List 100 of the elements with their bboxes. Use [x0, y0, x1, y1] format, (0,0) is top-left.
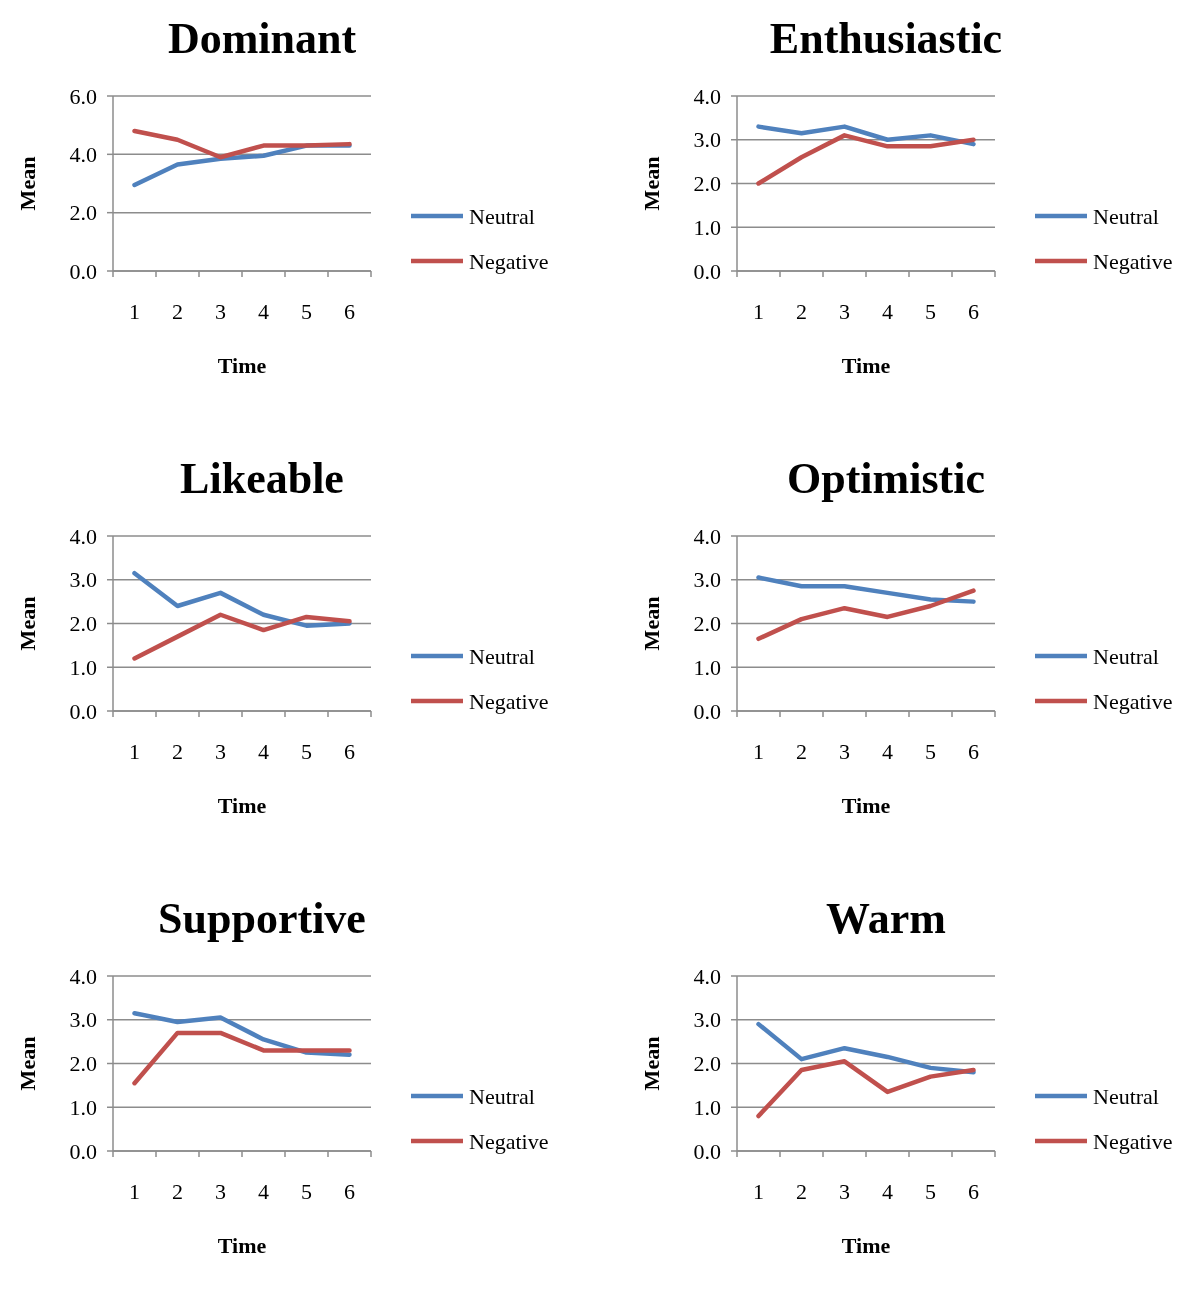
- y-tick-label: 1.0: [69, 1094, 97, 1120]
- line-series: [132, 612, 352, 661]
- y-tick-label: 4.0: [69, 142, 97, 168]
- chart-title: Optimistic: [787, 454, 985, 503]
- legend-label: Neutral: [1093, 643, 1159, 669]
- line-series: [756, 133, 976, 186]
- x-tick-label: 1: [129, 739, 140, 764]
- x-axis-title: Time: [217, 353, 267, 378]
- x-tick-label: 6: [968, 1179, 979, 1204]
- y-axis-title: Mean: [639, 156, 664, 211]
- x-tick-label: 6: [968, 299, 979, 324]
- y-tick-label: 0.0: [693, 1138, 721, 1164]
- chart-title: Warm: [826, 894, 946, 943]
- legend-label: Negative: [469, 688, 549, 714]
- x-tick-label: 2: [172, 299, 183, 324]
- x-axis-title: Time: [841, 1233, 891, 1258]
- x-tick-label: 1: [753, 739, 764, 764]
- y-axis-title: Mean: [639, 1036, 664, 1091]
- y-axis-title: Mean: [639, 596, 664, 651]
- x-tick-label: 4: [882, 1179, 893, 1204]
- y-tick-label: 3.0: [69, 1007, 97, 1033]
- y-tick-label: 3.0: [69, 567, 97, 593]
- legend-label: Negative: [469, 248, 549, 274]
- x-tick-label: 4: [882, 739, 893, 764]
- x-tick-label: 6: [968, 739, 979, 764]
- y-tick-label: 4.0: [693, 963, 721, 989]
- y-tick-label: 3.0: [693, 567, 721, 593]
- y-tick-label: 1.0: [693, 654, 721, 680]
- y-tick-label: 2.0: [693, 611, 721, 637]
- y-axis-title: Mean: [15, 596, 40, 651]
- y-tick-label: 0.0: [693, 698, 721, 724]
- x-tick-label: 3: [215, 1179, 226, 1204]
- x-tick-label: 2: [796, 299, 807, 324]
- legend-label: Neutral: [469, 643, 535, 669]
- x-axis-title: Time: [217, 1233, 267, 1258]
- y-tick-label: 0.0: [69, 698, 97, 724]
- x-tick-label: 5: [925, 1179, 936, 1204]
- x-tick-label: 1: [129, 1179, 140, 1204]
- legend-label: Negative: [469, 1128, 549, 1154]
- chart-title: Likeable: [180, 454, 344, 503]
- x-tick-label: 5: [301, 1179, 312, 1204]
- x-tick-label: 5: [925, 299, 936, 324]
- y-tick-label: 4.0: [69, 963, 97, 989]
- y-tick-label: 3.0: [693, 127, 721, 153]
- x-tick-label: 2: [796, 739, 807, 764]
- y-tick-label: 0.0: [69, 258, 97, 284]
- legend-label: Negative: [1093, 248, 1173, 274]
- y-tick-label: 3.0: [693, 1007, 721, 1033]
- x-tick-label: 3: [839, 739, 850, 764]
- line-series: [756, 588, 976, 642]
- y-tick-label: 0.0: [69, 1138, 97, 1164]
- x-tick-label: 4: [258, 299, 269, 324]
- legend-label: Negative: [1093, 1128, 1173, 1154]
- x-axis-title: Time: [841, 353, 891, 378]
- y-tick-label: 6.0: [69, 83, 97, 109]
- x-tick-label: 3: [839, 299, 850, 324]
- x-tick-label: 2: [796, 1179, 807, 1204]
- x-tick-label: 3: [215, 299, 226, 324]
- chart-title: Supportive: [158, 894, 366, 943]
- line-series: [132, 570, 352, 628]
- x-axis-title: Time: [841, 793, 891, 818]
- x-tick-label: 1: [753, 1179, 764, 1204]
- x-tick-label: 4: [258, 739, 269, 764]
- x-tick-label: 3: [839, 1179, 850, 1204]
- y-tick-label: 4.0: [693, 83, 721, 109]
- legend-label: Neutral: [469, 203, 535, 229]
- x-tick-label: 1: [753, 299, 764, 324]
- y-tick-label: 2.0: [693, 171, 721, 197]
- y-tick-label: 2.0: [69, 1051, 97, 1077]
- x-tick-label: 6: [344, 739, 355, 764]
- y-tick-label: 0.0: [693, 258, 721, 284]
- y-tick-label: 2.0: [693, 1051, 721, 1077]
- x-tick-label: 2: [172, 1179, 183, 1204]
- chart-title: Dominant: [167, 14, 357, 63]
- x-tick-label: 4: [258, 1179, 269, 1204]
- y-tick-label: 2.0: [69, 200, 97, 226]
- legend-label: Neutral: [1093, 203, 1159, 229]
- x-tick-label: 2: [172, 739, 183, 764]
- x-tick-label: 6: [344, 299, 355, 324]
- x-tick-label: 3: [215, 739, 226, 764]
- line-series: [756, 1059, 976, 1119]
- x-axis-title: Time: [217, 793, 267, 818]
- x-tick-label: 5: [301, 739, 312, 764]
- x-tick-label: 6: [344, 1179, 355, 1204]
- chart-title: Enthusiastic: [769, 14, 1003, 63]
- y-tick-label: 1.0: [69, 654, 97, 680]
- x-tick-label: 5: [925, 739, 936, 764]
- line-series: [756, 1021, 976, 1075]
- line-series: [756, 575, 976, 604]
- y-tick-label: 1.0: [693, 214, 721, 240]
- y-tick-label: 4.0: [69, 523, 97, 549]
- y-tick-label: 2.0: [69, 611, 97, 637]
- x-tick-label: 1: [129, 299, 140, 324]
- x-tick-label: 4: [882, 299, 893, 324]
- legend-label: Neutral: [469, 1083, 535, 1109]
- y-axis-title: Mean: [15, 156, 40, 211]
- line-series: [132, 128, 352, 160]
- legend-label: Neutral: [1093, 1083, 1159, 1109]
- x-tick-label: 5: [301, 299, 312, 324]
- y-tick-label: 1.0: [693, 1094, 721, 1120]
